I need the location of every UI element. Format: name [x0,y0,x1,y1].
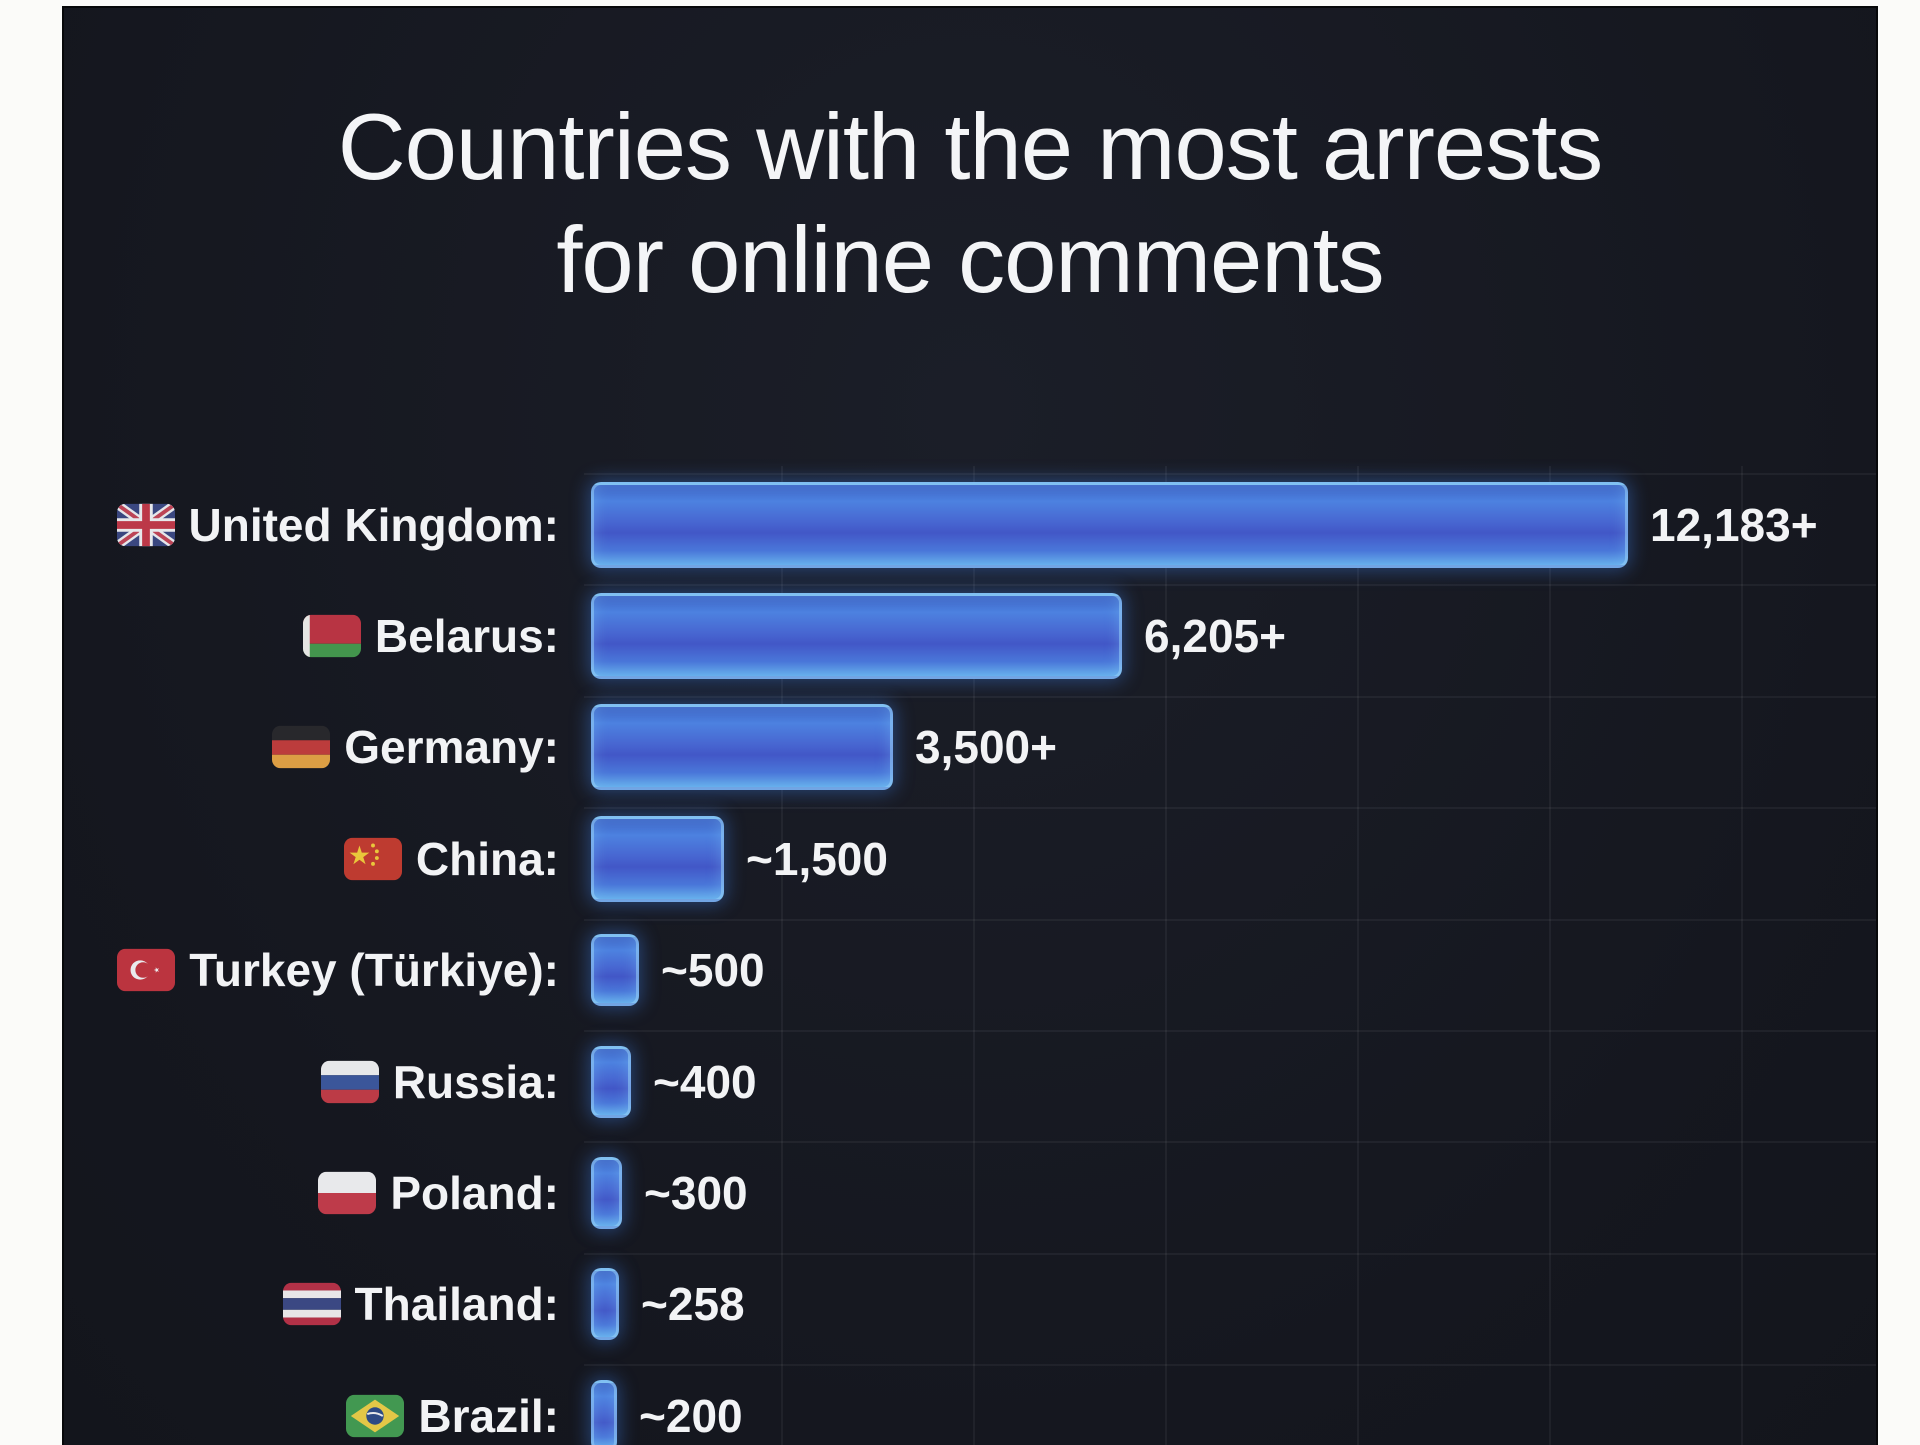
vertical-gridline [1549,466,1551,1445]
row-bar-area: 3,500+ [591,704,1876,791]
horizontal-gridline [584,1030,1876,1032]
country-label: Russia: [392,1055,559,1108]
country-label: Brazil: [418,1389,559,1442]
chart-row: China: ~1,500 [64,803,1876,914]
value-bar [591,704,893,791]
chart-panel: Countries with the most arrests for onli… [62,6,1878,1445]
row-label-group: Thailand: [64,1277,559,1331]
flag-poland-icon [318,1171,377,1215]
row-bar-area: ~400 [591,1045,1876,1118]
value-bar [591,1379,617,1445]
row-label-group: Brazil: [64,1389,559,1443]
chart-row: Thailand: ~258 [64,1249,1876,1360]
flag-china-icon [343,837,402,881]
value-bar [591,1157,622,1230]
row-bar-area: ~1,500 [591,815,1876,902]
value-label: ~1,500 [746,832,888,885]
chart-title: Countries with the most arrests for onli… [64,90,1876,316]
row-label-group: China: [64,832,559,886]
value-bar [591,815,724,902]
chart-row: Poland: ~300 [64,1137,1876,1248]
horizontal-gridline [584,473,1876,475]
horizontal-gridline [584,1253,1876,1255]
row-bar-area: 6,205+ [591,593,1876,680]
row-label-group: Russia: [64,1055,559,1109]
flag-united-kingdom-icon [116,503,175,546]
vertical-gridline [973,466,975,1445]
row-bar-area: ~500 [591,934,1876,1007]
row-label-group: United Kingdom: [64,498,559,552]
row-bar-area: ~200 [591,1379,1876,1445]
chart-row: Germany: 3,500+ [64,692,1876,803]
country-label: Germany: [344,721,559,774]
horizontal-gridline [584,1141,1876,1143]
horizontal-gridline [584,1364,1876,1366]
value-label: ~500 [661,944,765,997]
chart-title-line2: for online comments [556,207,1384,312]
row-label-group: Poland: [64,1166,559,1220]
horizontal-gridline [584,807,1876,809]
row-bar-area: ~258 [591,1268,1876,1341]
flag-russia-icon [320,1060,379,1103]
country-label: Poland: [390,1167,559,1220]
value-label: 3,500+ [915,721,1057,774]
chart-row: Turkey (Türkiye): ~500 [64,915,1876,1026]
flag-thailand-icon [282,1283,341,1326]
value-label: ~400 [653,1055,757,1108]
value-bar [591,1268,619,1341]
value-bar [591,593,1122,680]
horizontal-gridline [584,919,1876,921]
chart-row: Brazil: ~200 [64,1360,1876,1445]
value-label: 6,205+ [1144,610,1286,663]
row-label-group: Turkey (Türkiye): [64,943,559,997]
chart-row: Russia: ~400 [64,1026,1876,1137]
vertical-gridline [1357,466,1359,1445]
horizontal-gridline [584,584,1876,586]
country-label: United Kingdom: [188,498,560,551]
row-label-group: Belarus: [64,609,559,663]
value-bar [591,1045,631,1118]
country-label: China: [415,832,559,885]
bar-chart: United Kingdom: 12,183+ Belarus: 6,205+ … [64,469,1876,1445]
country-label: Thailand: [354,1278,559,1331]
chart-row: United Kingdom: 12,183+ [64,469,1876,580]
country-label: Turkey (Türkiye): [189,944,559,997]
flag-turkey-icon [117,948,176,992]
value-bar [591,934,639,1007]
value-label: ~258 [641,1278,745,1331]
vertical-gridline [781,466,783,1445]
horizontal-gridline [584,696,1876,698]
chart-row: Belarus: 6,205+ [64,580,1876,691]
row-label-group: Germany: [64,720,559,774]
flag-germany-icon [272,726,331,769]
value-label: ~300 [644,1167,748,1220]
chart-title-line1: Countries with the most arrests [337,94,1604,199]
value-bar [591,481,1628,568]
value-label: ~200 [639,1389,743,1442]
country-label: Belarus: [374,610,559,663]
row-bar-area: ~300 [591,1157,1876,1230]
vertical-gridline [1741,466,1743,1445]
vertical-gridline [1165,466,1167,1445]
row-bar-area: 12,183+ [591,481,1876,568]
flag-belarus-icon [302,614,361,658]
flag-brazil-icon [346,1394,405,1438]
value-label: 12,183+ [1650,498,1818,551]
